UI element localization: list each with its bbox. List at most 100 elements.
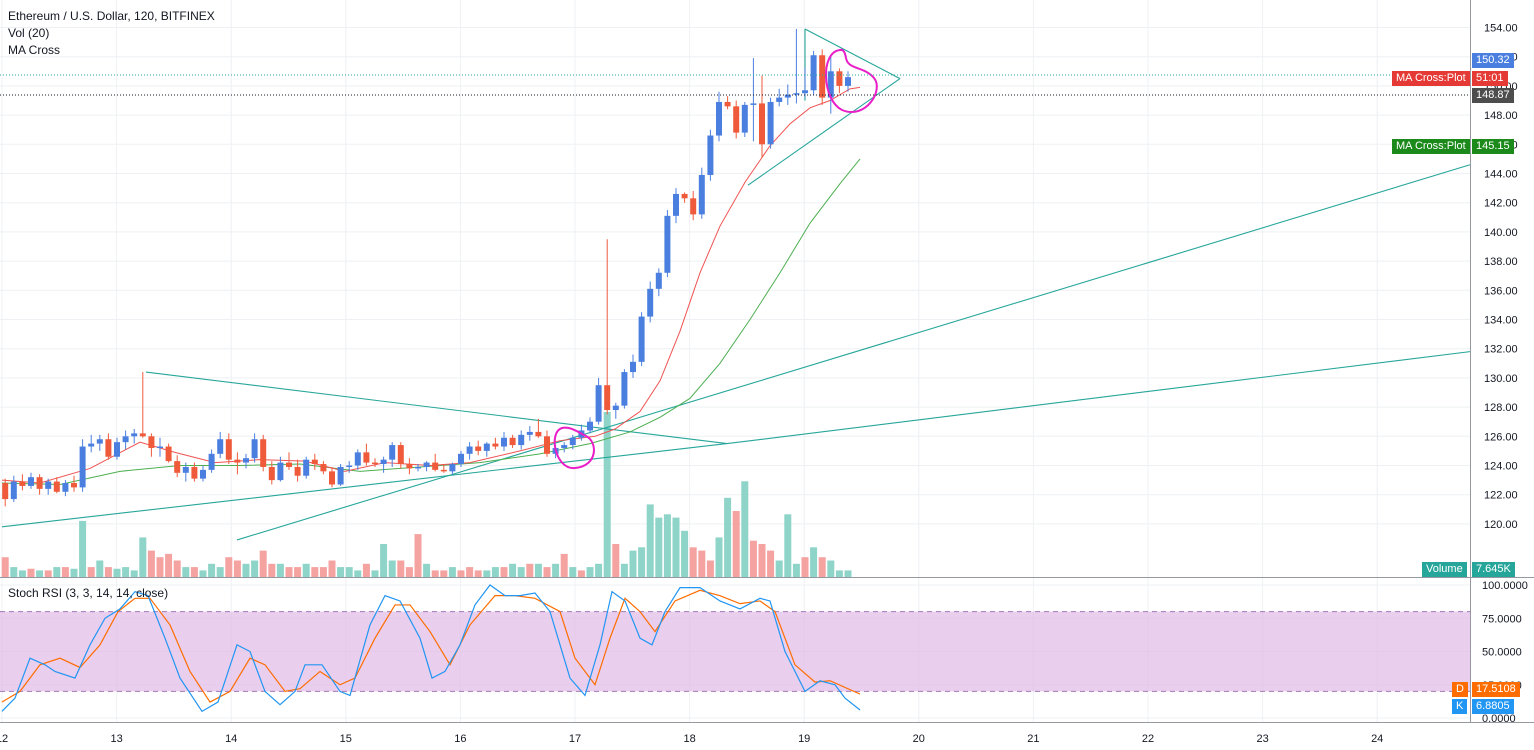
candle-body — [733, 106, 740, 133]
time-tick-label: 14 — [225, 733, 237, 745]
candlesticks — [2, 28, 851, 507]
time-tick-label: 23 — [1256, 733, 1268, 745]
candle-body — [509, 437, 516, 446]
volume-bar — [818, 557, 826, 577]
candle-body — [139, 433, 146, 437]
candle-body — [604, 385, 611, 411]
volume-bar — [294, 567, 302, 577]
price-tick-label: 148.00 — [1484, 110, 1518, 122]
volume-bar — [139, 537, 147, 577]
volume-bar — [491, 567, 499, 577]
volume-bar — [474, 570, 482, 577]
volume-bar — [466, 567, 474, 577]
stoch-tick-label: 50.0000 — [1482, 647, 1522, 659]
trendline — [236, 164, 1471, 541]
price-tick-label: 140.00 — [1484, 227, 1518, 239]
candle-body — [148, 436, 155, 448]
volume-bar — [724, 497, 732, 577]
volume-bar — [715, 537, 723, 577]
volume-bar — [362, 563, 370, 577]
candle-body — [561, 445, 568, 448]
time-tick-label: 20 — [913, 733, 925, 745]
volume-bar — [646, 504, 654, 577]
trendline — [804, 28, 901, 80]
candle-body — [819, 55, 826, 98]
candle-body — [131, 433, 138, 437]
candle-body — [793, 93, 800, 95]
volume-bar — [216, 567, 224, 577]
volume-bar — [1, 557, 9, 577]
volume-bar — [663, 514, 671, 577]
candle-body — [225, 439, 232, 460]
volume-bar — [801, 557, 809, 577]
volume-bar — [285, 567, 293, 577]
volume-bar — [61, 567, 69, 577]
trendlines[interactable] — [1, 28, 1471, 541]
candle-body — [810, 55, 817, 91]
candle-body — [303, 459, 310, 476]
candle-body — [79, 446, 86, 488]
candle-body — [165, 446, 172, 462]
candle-body — [501, 437, 507, 447]
candle-body — [53, 481, 60, 492]
volume-bar — [552, 563, 560, 577]
annotations[interactable] — [553, 48, 878, 470]
stoch-tick-label: 0.0000 — [1482, 713, 1516, 725]
volume-bar — [147, 550, 155, 577]
candle-body — [612, 405, 619, 411]
volume-bar — [741, 481, 749, 577]
candle-body — [432, 462, 439, 470]
stoch-k-line — [1, 584, 861, 713]
candle-body — [630, 361, 636, 373]
volume-bar — [371, 570, 379, 577]
stoch-k-value-tag: 6.8805 — [1472, 699, 1514, 714]
candle-body — [2, 483, 9, 500]
price-tick-label: 130.00 — [1484, 373, 1518, 385]
volume-bar — [577, 570, 585, 577]
volume-bar — [104, 567, 112, 577]
volume-bar — [629, 550, 637, 577]
candle-body — [526, 431, 533, 435]
time-tick-label: 16 — [454, 733, 466, 745]
volume-value-tag: 7.645K — [1472, 562, 1515, 577]
candle-body — [664, 215, 671, 273]
volume-bar — [483, 570, 491, 577]
volume-bar — [569, 567, 577, 577]
time-tick-label: 21 — [1027, 733, 1039, 745]
volume-bar — [337, 567, 345, 577]
volume-bar — [534, 563, 542, 577]
time-tick-label: 19 — [798, 733, 810, 745]
volume-bar — [345, 567, 353, 577]
candle-body — [389, 445, 396, 460]
volume-bar — [130, 570, 138, 577]
volume-bar — [586, 567, 594, 577]
volume-bar — [517, 567, 525, 577]
price-tick-label: 134.00 — [1484, 315, 1518, 327]
annotation-circle-1[interactable] — [553, 426, 595, 470]
candle-body — [36, 477, 43, 489]
candle-body — [200, 469, 206, 479]
trendline — [145, 371, 728, 445]
volume-bar — [844, 570, 852, 577]
volume-indicator-label: Vol (20) — [8, 26, 50, 40]
volume-bar — [96, 560, 104, 577]
volume-bar — [706, 560, 714, 577]
volume-bar — [457, 570, 465, 577]
volume-bar — [380, 544, 388, 577]
candle-body — [10, 481, 17, 500]
volume-bar — [405, 567, 413, 577]
ma-slow-name-tag: MA Cross:Plot — [1392, 139, 1470, 154]
time-tick-label: 15 — [340, 733, 352, 745]
volume-bar — [388, 560, 396, 577]
annotation-circle-2[interactable] — [825, 48, 878, 113]
time-axis-ticks[interactable]: 12 13 14 15 16 17 18 19 20 21 22 23 24 — [0, 733, 1383, 745]
volume-bar — [414, 534, 422, 577]
candle-body — [406, 464, 413, 469]
candle-body — [208, 453, 215, 470]
candle-body — [776, 97, 783, 102]
candle-body — [836, 71, 843, 86]
stoch-rsi-legend: Stoch RSI (3, 3, 14, 14, close) — [8, 586, 169, 600]
candle-body — [174, 461, 181, 473]
candle-body — [114, 442, 120, 457]
